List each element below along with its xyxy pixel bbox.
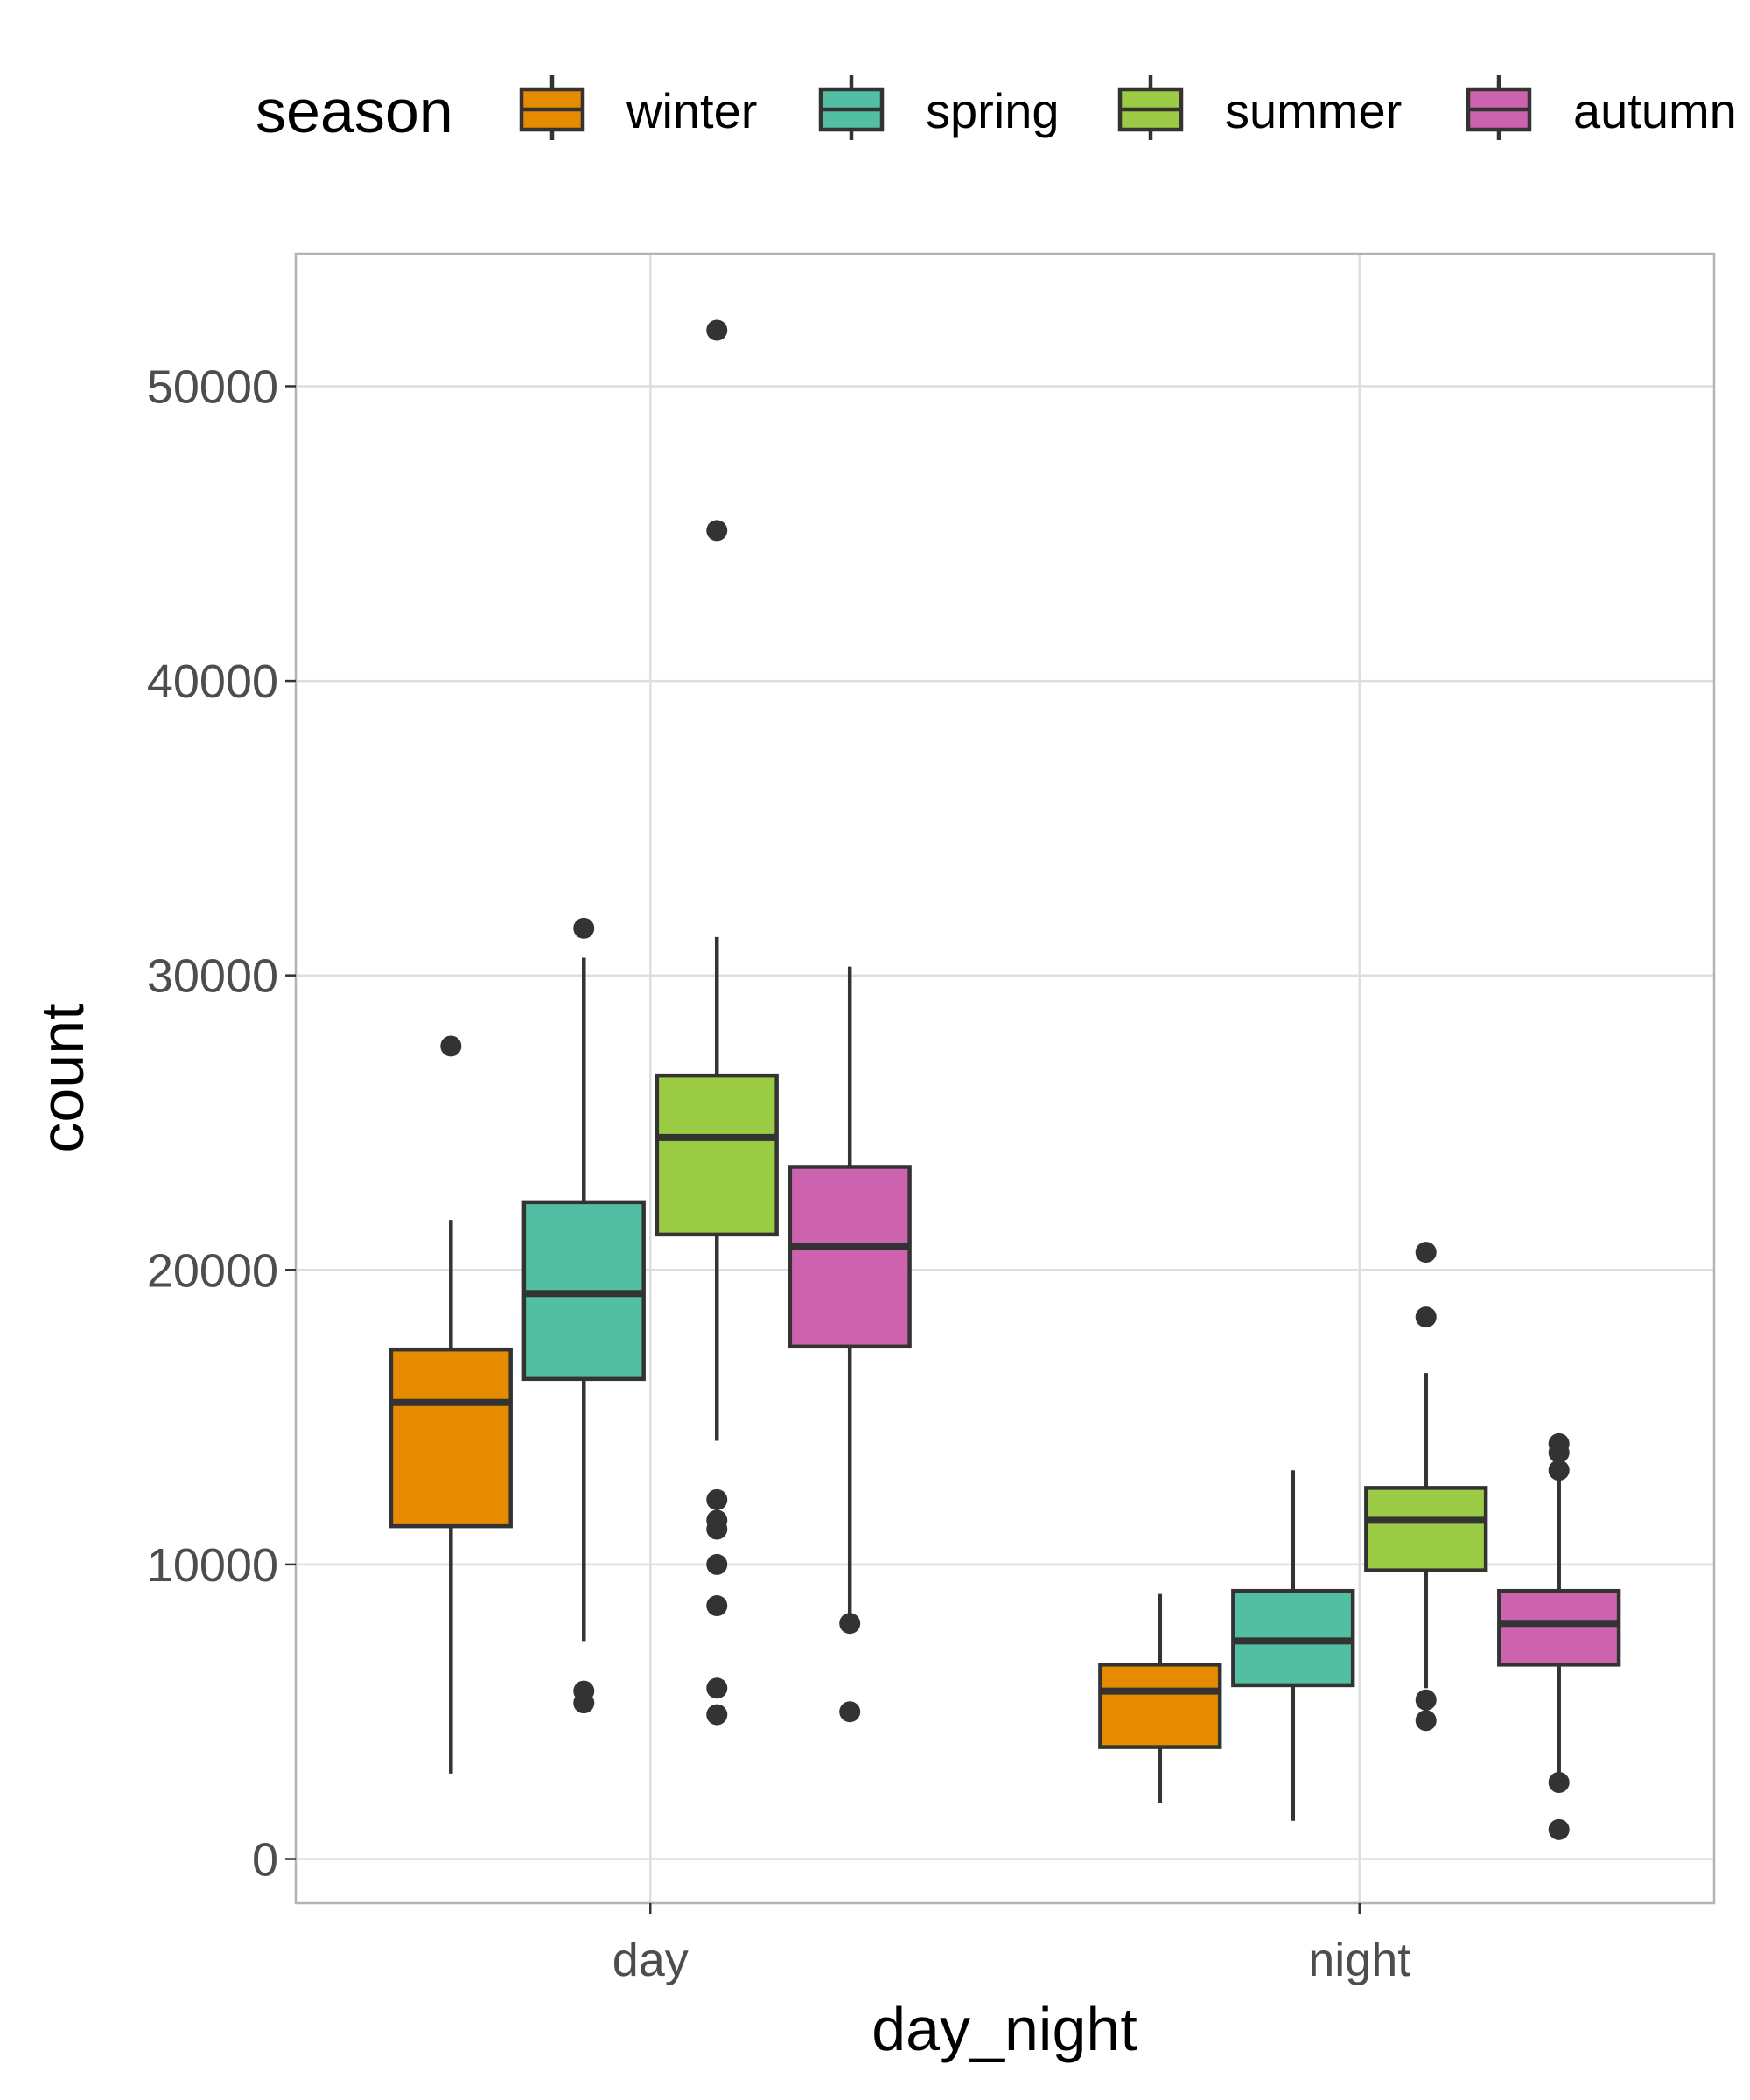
- y-tick-label: 0: [252, 1834, 278, 1886]
- box-winter-day: [388, 1035, 513, 1774]
- outlier-point: [1548, 1818, 1570, 1840]
- outlier-point: [1548, 1771, 1570, 1793]
- outlier-point: [706, 1595, 728, 1617]
- box-autumn-night: [1497, 1432, 1621, 1840]
- y-tick-label: 30000: [147, 950, 278, 1003]
- outlier-point: [1415, 1306, 1437, 1328]
- box-autumn-day: [788, 966, 912, 1723]
- legend-entry-summer: summer: [1117, 75, 1402, 140]
- legend: season winter spring summer autumn: [256, 75, 1737, 145]
- outlier-point: [706, 1488, 728, 1510]
- outlier-point: [1415, 1689, 1437, 1711]
- box-winter-night: [1098, 1593, 1222, 1803]
- panel-border: [294, 252, 1716, 1905]
- outlier-point: [706, 1704, 728, 1726]
- outlier-point: [440, 1035, 462, 1057]
- legend-entry-autumn: autumn: [1466, 75, 1737, 140]
- outlier-point: [706, 319, 728, 341]
- panel-background: [296, 254, 1714, 1903]
- box-spring-night: [1231, 1470, 1355, 1821]
- y-tick-label: 10000: [147, 1539, 278, 1592]
- box-body: [1098, 1662, 1222, 1749]
- outlier-point: [1548, 1441, 1570, 1463]
- legend-label: autumn: [1573, 83, 1737, 138]
- outlier-point: [839, 1701, 861, 1723]
- y-axis-title: count: [28, 1003, 96, 1152]
- outlier-point: [706, 1553, 728, 1575]
- outlier-point: [1548, 1460, 1570, 1481]
- plot-panel: [294, 252, 1716, 1905]
- outlier-point: [706, 520, 728, 542]
- x-axis-ticks: day night: [612, 1903, 1410, 1986]
- box-body: [654, 1073, 779, 1237]
- x-tick-label: day: [612, 1934, 689, 1986]
- y-tick-label: 50000: [147, 360, 278, 413]
- box-spring-day: [522, 917, 646, 1714]
- box-body: [1364, 1486, 1488, 1572]
- legend-label: spring: [926, 83, 1060, 138]
- boxes: [388, 319, 1621, 1840]
- outlier-point: [706, 1518, 728, 1540]
- legend-entry-winter: winter: [519, 75, 757, 140]
- outlier-point: [839, 1613, 861, 1634]
- box-body: [388, 1347, 513, 1529]
- legend-label: summer: [1225, 83, 1402, 138]
- y-axis-ticks: 0 10000 20000 30000 40000 50000: [147, 360, 296, 1886]
- box-body: [788, 1165, 912, 1349]
- outlier-point: [573, 1692, 595, 1714]
- legend-entry-spring: spring: [818, 75, 1060, 140]
- outlier-point: [1415, 1242, 1437, 1264]
- legend-label: winter: [626, 83, 757, 138]
- outlier-point: [706, 1677, 728, 1699]
- y-tick-label: 40000: [147, 655, 278, 708]
- outlier-point: [573, 917, 595, 939]
- box-body: [1497, 1588, 1621, 1667]
- legend-title: season: [256, 77, 453, 145]
- x-tick-label: night: [1308, 1934, 1410, 1986]
- box-summer-day: [654, 319, 779, 1726]
- outlier-point: [1415, 1710, 1437, 1732]
- legend-entries: winter spring summer autumn: [519, 75, 1737, 140]
- box-summer-night: [1364, 1242, 1488, 1732]
- y-tick-label: 20000: [147, 1244, 278, 1297]
- x-axis-title: day_night: [872, 1995, 1138, 2063]
